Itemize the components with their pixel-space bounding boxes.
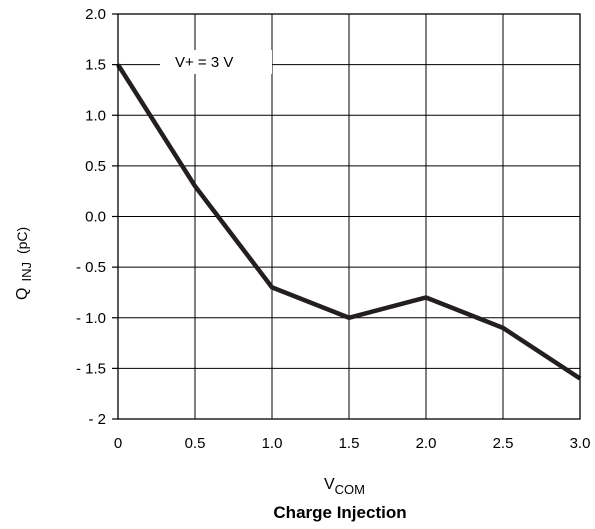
y-tick-label: - 2 [88,411,106,428]
y-tick-label: - 1.5 [76,360,106,377]
plot-frame [117,13,581,420]
x-tick-label: 0.5 [185,435,206,452]
y-axis-label: Q INJ (pC) [14,227,34,300]
y-tick-label: 1.5 [85,57,106,74]
annotation-background [160,50,272,74]
x-tick-label: 2.5 [493,435,514,452]
x-tick-label: 2.0 [416,435,437,452]
x-tick-label: 1.0 [262,435,283,452]
y-tick-label: 0.5 [85,158,106,175]
x-axis-label: VCOM [324,476,365,497]
y-axis-label-sub: INJ [19,262,34,282]
y-tick-labels: 2.0 1.5 1.0 0.5 0.0 - 0.5 - 1.0 - 1.5 - 2 [76,6,106,428]
x-tick-label: 3.0 [570,435,591,452]
y-tick-label: 2.0 [85,6,106,23]
x-axis-label-main: V [324,476,335,493]
y-axis-label-unit: (pC) [14,227,30,254]
y-tick-label: - 0.5 [76,259,106,276]
x-tick-label: 1.5 [339,435,360,452]
y-tick-label: 1.0 [85,107,106,124]
annotation-label: V+ = 3 V [175,54,233,71]
y-axis-label-main: Q [14,288,31,300]
chart-title: Charge Injection [273,503,406,522]
x-tick-labels: 0 0.5 1.0 1.5 2.0 2.5 3.0 [114,435,591,452]
x-axis-label-sub: COM [335,482,365,497]
y-tick-label: - 1.0 [76,310,106,327]
x-tick-label: 0 [114,435,122,452]
y-tick-label: 0.0 [85,209,106,226]
